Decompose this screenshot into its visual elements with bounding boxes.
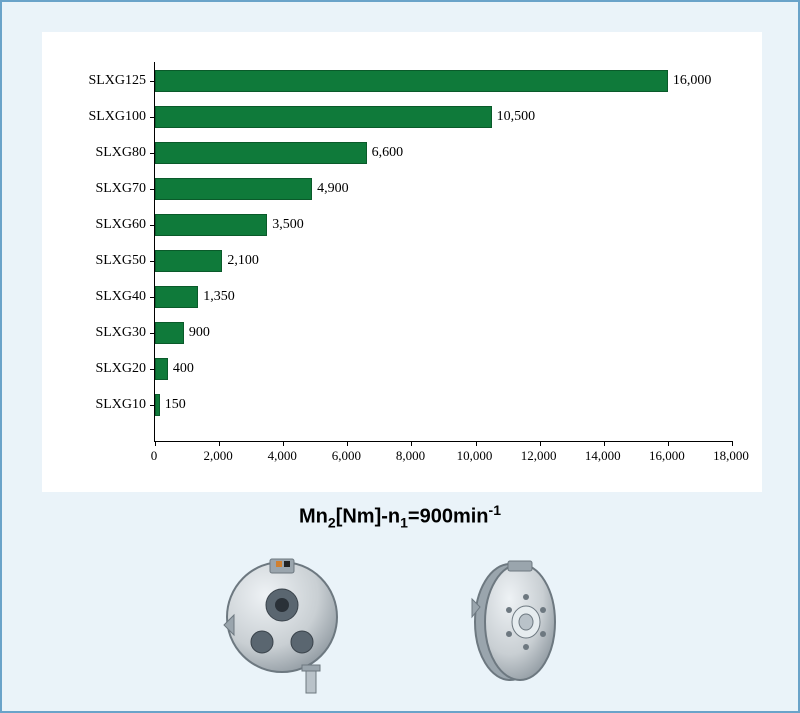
bar: 400 [155,358,168,380]
x-tick-label: 8,000 [396,448,425,464]
x-tick-label: 18,000 [713,448,749,464]
x-tick-label: 12,000 [521,448,557,464]
bar: 10,500 [155,106,492,128]
bar: 6,600 [155,142,367,164]
bar: 3,500 [155,214,267,236]
bar: 1,350 [155,286,198,308]
y-tick-label: SLXG100 [88,109,146,125]
bar-value-label: 900 [189,325,210,341]
chart-panel: SLXG125SLXG100SLXG80SLXG70SLXG60SLXG50SL… [42,32,762,492]
x-tick-label: 16,000 [649,448,685,464]
bar-value-label: 6,600 [372,145,404,161]
bar: 150 [155,394,160,416]
x-tick-label: 0 [151,448,158,464]
bar-value-label: 400 [173,361,194,377]
bar-value-label: 2,100 [227,253,259,269]
y-tick-label: SLXG50 [95,253,146,269]
y-tick-label: SLXG10 [95,397,146,413]
product-images-row [2,547,798,697]
bar-chart: SLXG125 SLXG100 SLXG80 SLXG70 SLXG60 SLXG50 SL… [72,62,732,442]
gearbox-side-icon [440,547,590,697]
bar-value-label: 16,000 [673,73,712,89]
bar: 2,100 [155,250,222,272]
y-axis-labels: SLXG125 SLXG100 SLXG80 SLXG70 SLXG60 SLXG50 SL… [72,62,152,442]
plot-area: 16,000 10,500 6,600 4,900 3,500 2,100 1,350 900… [154,62,732,442]
bar: 4,900 [155,178,312,200]
gearbox-front-icon [210,547,360,697]
x-tick-label: 14,000 [585,448,621,464]
y-tick-label: SLXG80 [95,145,146,161]
y-tick-label: SLXG70 [95,181,146,197]
bar-value-label: 150 [165,397,186,413]
x-tick-label: 6,000 [332,448,361,464]
y-tick-label: SLXG30 [95,325,146,341]
y-tick-label: SLXG125 [88,73,146,89]
bar-value-label: 10,500 [497,109,536,125]
x-tick-label: 4,000 [268,448,297,464]
bar: 16,000 [155,70,668,92]
x-tick-label: 2,000 [203,448,232,464]
y-tick-label: SLXG60 [95,217,146,233]
bar: 900 [155,322,184,344]
x-tick-label: 10,000 [457,448,493,464]
x-axis-labels: 0 2,000 4,000 6,000 8,000 10,000 12,000 14,000 1… [154,442,732,462]
page-frame: SLXG125SLXG100SLXG80SLXG70SLXG60SLXG50SL… [0,0,800,713]
chart-caption: Mn2[Nm]-n1=900min-1 [2,502,798,531]
bar-value-label: 4,900 [317,181,349,197]
bar-value-label: 3,500 [272,217,304,233]
y-tick-label: SLXG40 [95,289,146,305]
y-tick-label: SLXG20 [95,361,146,377]
bar-value-label: 1,350 [203,289,235,305]
